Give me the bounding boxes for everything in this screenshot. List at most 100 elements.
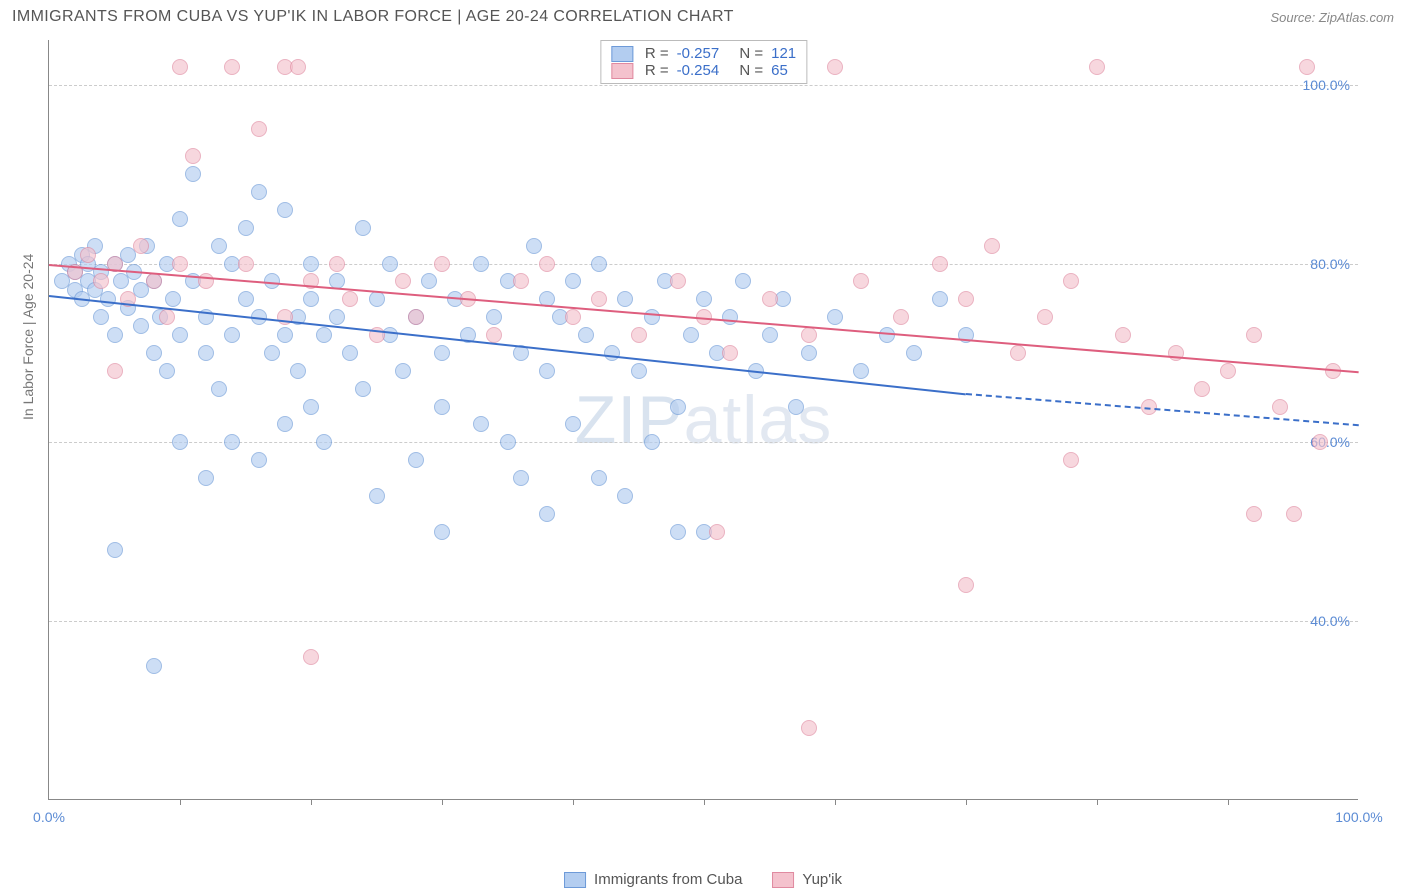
data-point <box>984 238 1000 254</box>
data-point <box>342 291 358 307</box>
data-point <box>513 470 529 486</box>
data-point <box>801 327 817 343</box>
data-point <box>238 220 254 236</box>
data-point <box>1246 506 1262 522</box>
data-point <box>670 524 686 540</box>
data-point <box>355 220 371 236</box>
data-point <box>1037 309 1053 325</box>
data-point <box>1220 363 1236 379</box>
data-point <box>172 256 188 272</box>
x-tick <box>311 799 312 805</box>
data-point <box>290 59 306 75</box>
data-point <box>172 211 188 227</box>
y-tick-label: 100.0% <box>1303 77 1350 93</box>
x-tick <box>442 799 443 805</box>
legend-item-yupik: Yup'ik <box>772 871 842 888</box>
data-point <box>316 434 332 450</box>
data-point <box>434 256 450 272</box>
data-point <box>1010 345 1026 361</box>
data-point <box>578 327 594 343</box>
legend-row-cuba: R = -0.257 N = 121 <box>611 45 796 62</box>
gridline <box>49 621 1358 622</box>
data-point <box>395 273 411 289</box>
chart-plot-area: ZIPatlas R = -0.257 N = 121 R = -0.254 N… <box>48 40 1358 800</box>
data-point <box>827 309 843 325</box>
data-point <box>434 524 450 540</box>
data-point <box>80 247 96 263</box>
data-point <box>211 238 227 254</box>
data-point <box>303 291 319 307</box>
data-point <box>473 256 489 272</box>
data-point <box>893 309 909 325</box>
x-tick <box>573 799 574 805</box>
data-point <box>1063 452 1079 468</box>
data-point <box>133 318 149 334</box>
data-point <box>185 148 201 164</box>
legend-row-yupik: R = -0.254 N = 65 <box>611 62 796 79</box>
data-point <box>355 381 371 397</box>
x-tick-label: 0.0% <box>33 809 65 825</box>
data-point <box>932 256 948 272</box>
data-point <box>827 59 843 75</box>
data-point <box>251 121 267 137</box>
data-point <box>107 327 123 343</box>
data-point <box>277 202 293 218</box>
data-point <box>369 291 385 307</box>
data-point <box>159 363 175 379</box>
data-point <box>539 363 555 379</box>
series-legend: Immigrants from Cuba Yup'ik <box>564 871 842 888</box>
data-point <box>172 434 188 450</box>
data-point <box>709 524 725 540</box>
data-point <box>762 291 778 307</box>
x-tick-label: 100.0% <box>1335 809 1382 825</box>
data-point <box>395 363 411 379</box>
data-point <box>513 273 529 289</box>
data-point <box>526 238 542 254</box>
data-point <box>316 327 332 343</box>
correlation-legend: R = -0.257 N = 121 R = -0.254 N = 65 <box>600 40 807 84</box>
legend-swatch-yupik <box>611 63 633 79</box>
data-point <box>93 309 109 325</box>
legend-swatch-cuba <box>611 46 633 62</box>
data-point <box>133 238 149 254</box>
data-point <box>801 345 817 361</box>
data-point <box>238 291 254 307</box>
data-point <box>565 273 581 289</box>
y-tick-label: 40.0% <box>1310 613 1350 629</box>
data-point <box>762 327 778 343</box>
data-point <box>159 309 175 325</box>
x-tick <box>966 799 967 805</box>
legend-label-yupik: Yup'ik <box>802 871 842 888</box>
data-point <box>198 470 214 486</box>
data-point <box>329 256 345 272</box>
data-point <box>1063 273 1079 289</box>
data-point <box>722 345 738 361</box>
data-point <box>107 363 123 379</box>
data-point <box>696 291 712 307</box>
data-point <box>303 256 319 272</box>
data-point <box>801 720 817 736</box>
data-point <box>644 434 660 450</box>
data-point <box>473 416 489 432</box>
y-axis-label: In Labor Force | Age 20-24 <box>20 254 36 420</box>
data-point <box>198 345 214 361</box>
data-point <box>486 327 502 343</box>
data-point <box>172 327 188 343</box>
data-point <box>408 452 424 468</box>
data-point <box>251 452 267 468</box>
data-point <box>591 256 607 272</box>
data-point <box>408 309 424 325</box>
legend-swatch-yupik-bottom <box>772 872 794 888</box>
data-point <box>735 273 751 289</box>
data-point <box>788 399 804 415</box>
data-point <box>670 399 686 415</box>
data-point <box>853 363 869 379</box>
legend-swatch-cuba-bottom <box>564 872 586 888</box>
trend-line <box>49 295 966 395</box>
data-point <box>1246 327 1262 343</box>
data-point <box>369 488 385 504</box>
watermark: ZIPatlas <box>575 381 832 459</box>
data-point <box>277 416 293 432</box>
data-point <box>211 381 227 397</box>
legend-label-cuba: Immigrants from Cuba <box>594 871 742 888</box>
